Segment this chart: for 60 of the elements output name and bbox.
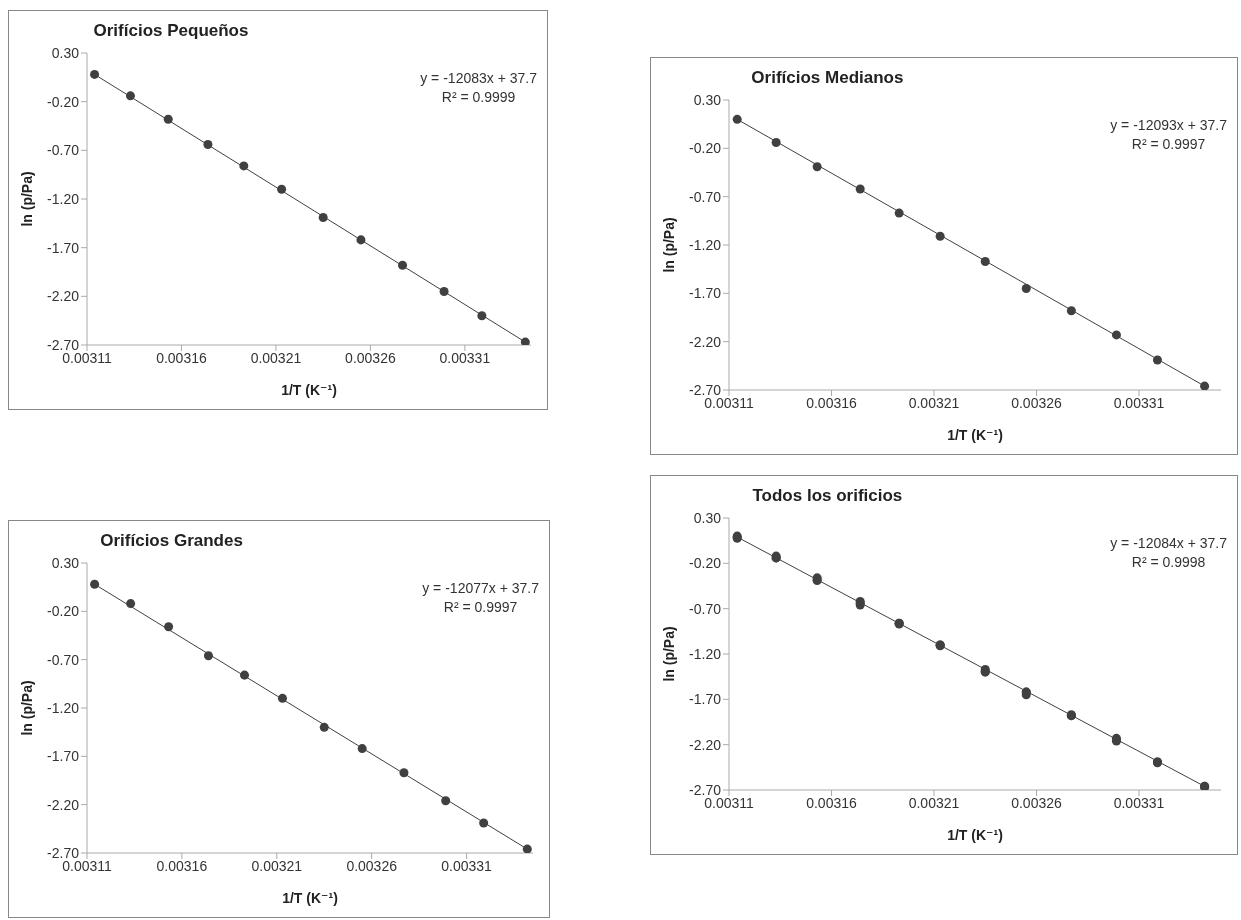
y-tick-label: -0.70 xyxy=(47,142,80,159)
y-tick-label: -1.70 xyxy=(689,285,722,302)
y-tick-label: -2.20 xyxy=(47,796,80,813)
y-tick-label: -2.20 xyxy=(47,288,80,305)
annotation: y = -12083x + 37.7 xyxy=(420,69,537,88)
y-tick-label: -1.20 xyxy=(689,236,722,253)
chart-title: Orifícios Grandes xyxy=(99,531,244,551)
x-tick-label: 0.00321 xyxy=(250,349,302,366)
x-axis-title: 1/T (K⁻¹) xyxy=(947,827,1003,843)
x-tick-label: 0.00316 xyxy=(156,349,207,366)
annotation: y = -12077x + 37.7 xyxy=(422,579,539,598)
y-tick-label: -0.20 xyxy=(689,555,722,572)
annotation: y = -12084x + 37.7 xyxy=(1110,534,1227,553)
x-tick-label: 0.00331 xyxy=(1113,394,1165,411)
y-tick-label: 0.30 xyxy=(51,554,80,571)
y-tick-label: -1.70 xyxy=(47,239,80,256)
annotation: R² = 0.9997 xyxy=(1130,135,1207,154)
y-tick-label: 0.30 xyxy=(693,91,722,108)
y-tick-label: -1.20 xyxy=(47,699,80,716)
y-tick-label: -0.20 xyxy=(689,140,722,157)
x-tick-label: 0.00331 xyxy=(439,349,491,366)
y-axis-title: ln (p/Pa) xyxy=(18,680,35,736)
x-axis-title: 1/T (K⁻¹) xyxy=(947,427,1003,443)
annotation: R² = 0.9998 xyxy=(1130,553,1207,572)
x-axis-title: 1/T (K⁻¹) xyxy=(282,890,338,906)
annotation: R² = 0.9997 xyxy=(442,598,519,617)
x-tick-label: 0.00331 xyxy=(441,857,493,874)
y-tick-label: -1.20 xyxy=(689,645,722,662)
x-axis-title: 1/T (K⁻¹) xyxy=(281,382,337,398)
y-tick-label: 0.30 xyxy=(51,44,80,61)
y-axis-title: ln (p/Pa) xyxy=(660,626,677,682)
y-tick-label: -2.20 xyxy=(689,333,722,350)
x-tick-label: 0.00326 xyxy=(345,349,396,366)
y-tick-label: 0.30 xyxy=(693,509,722,526)
x-tick-label: 0.00321 xyxy=(908,794,960,811)
y-tick-label: -1.20 xyxy=(47,190,80,207)
y-tick-label: -0.20 xyxy=(47,93,80,110)
x-tick-label: 0.00326 xyxy=(1011,394,1063,411)
annotation: R² = 0.9999 xyxy=(440,88,517,107)
chart-title: Todos los orificios xyxy=(751,486,904,506)
y-axis-title: ln (p/Pa) xyxy=(660,217,677,273)
y-tick-label: -0.70 xyxy=(47,651,80,668)
x-tick-label: 0.00316 xyxy=(156,857,208,874)
y-tick-label: -0.70 xyxy=(689,600,722,617)
y-tick-label: -1.70 xyxy=(689,691,722,708)
y-tick-label: -0.20 xyxy=(47,603,80,620)
chart-title: Orifícios Pequeños xyxy=(92,21,250,41)
annotation: y = -12093x + 37.7 xyxy=(1110,116,1227,135)
chart-title: Orifícios Medianos xyxy=(750,68,905,88)
x-tick-label: 0.00326 xyxy=(346,857,398,874)
x-tick-label: 0.00331 xyxy=(1113,794,1165,811)
x-tick-label: 0.00316 xyxy=(806,794,858,811)
y-tick-label: -2.20 xyxy=(689,736,722,753)
y-axis-title: ln (p/Pa) xyxy=(18,171,35,227)
x-tick-label: 0.00321 xyxy=(251,857,303,874)
x-tick-label: 0.00316 xyxy=(806,394,858,411)
x-tick-label: 0.00321 xyxy=(908,394,960,411)
x-tick-label: 0.00326 xyxy=(1011,794,1063,811)
y-tick-label: -0.70 xyxy=(689,188,722,205)
y-tick-label: -1.70 xyxy=(47,748,80,765)
